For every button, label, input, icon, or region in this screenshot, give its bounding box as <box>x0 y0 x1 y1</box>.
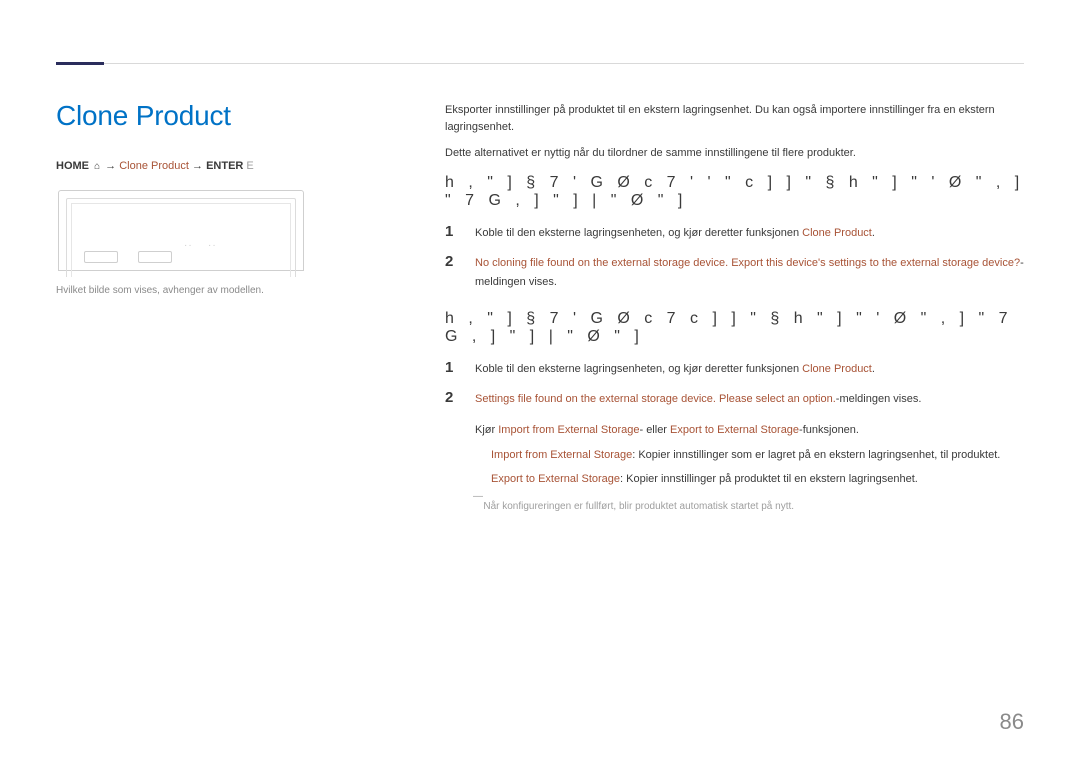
breadcrumb-clone: Clone Product <box>119 160 189 172</box>
page-number: 86 <box>1000 709 1024 735</box>
step-number: 2 <box>445 390 475 407</box>
step-number: 2 <box>445 254 475 271</box>
export-link: Export to External Storage <box>670 424 799 436</box>
intro-2: Dette alternativet er nyttig når du tilo… <box>445 145 1024 162</box>
no-cloning-message: No cloning file found on the external st… <box>475 257 1020 269</box>
step-body: Koble til den eksterne lagringsenheten, … <box>475 360 875 379</box>
run-end: -funksjonen. <box>799 424 859 436</box>
export-desc: Export to External Storage: Kopier innst… <box>491 470 1024 489</box>
section-2-step-1: 1 Koble til den eksterne lagringsenheten… <box>445 360 1024 379</box>
page-title: Clone Product <box>56 100 361 132</box>
step-text: Koble til den eksterne lagringsenheten, … <box>475 227 802 239</box>
diagram-caption: Hvilket bilde som vises, avhenger av mod… <box>56 285 361 296</box>
run-line: Kjør Import from External Storage- eller… <box>475 421 1024 440</box>
settings-found-message: Settings file found on the external stor… <box>475 393 836 405</box>
import-desc: Import from External Storage: Kopier inn… <box>491 446 1024 465</box>
intro-1: Eksporter innstillinger på produktet til… <box>445 102 1024 135</box>
import-link-2: Import from External Storage <box>491 449 632 461</box>
step-end: . <box>872 227 875 239</box>
breadcrumb-arrow-1: → <box>105 160 116 172</box>
breadcrumb-e: E <box>246 160 253 172</box>
export-text: : Kopier innstillinger på produktet til … <box>620 473 918 485</box>
section-1-step-2: 2 No cloning file found on the external … <box>445 254 1024 291</box>
step-body: Settings file found on the external stor… <box>475 390 921 409</box>
left-column: Clone Product HOME ⌂ → Clone Product → E… <box>56 100 361 296</box>
step-text: Koble til den eksterne lagringsenheten, … <box>475 363 802 375</box>
run-mid: - eller <box>639 424 670 436</box>
step-number: 1 <box>445 224 475 241</box>
step-end: -meldingen vises. <box>836 393 922 405</box>
breadcrumb-home: HOME <box>56 160 89 172</box>
section-2-step-2: 2 Settings file found on the external st… <box>445 390 1024 409</box>
run-pre: Kjør <box>475 424 498 436</box>
section-1-header: h , " ] § 7 ' G Ø c 7 ' ' " c ] ] " § h … <box>445 174 1024 210</box>
step-end: . <box>872 363 875 375</box>
import-text: : Kopier innstillinger som er lagret på … <box>632 449 1000 461</box>
header-marker <box>56 62 104 65</box>
right-column: Eksporter innstillinger på produktet til… <box>445 102 1024 515</box>
header-rule <box>104 63 1024 64</box>
clone-product-link: Clone Product <box>802 227 872 239</box>
home-icon: ⌂ <box>94 161 100 172</box>
step-body: Koble til den eksterne lagringsenheten, … <box>475 224 875 243</box>
breadcrumb-arrow-2: → <box>192 160 203 172</box>
footnote-text: Når konfigureringen er fullført, blir pr… <box>483 501 794 512</box>
clone-product-link: Clone Product <box>802 363 872 375</box>
section-2-header: h , " ] § 7 ' G Ø c 7 c ] ] " § h " ] " … <box>445 310 1024 346</box>
product-diagram: ·· ·· <box>56 188 306 273</box>
breadcrumb-enter: ENTER <box>206 160 243 172</box>
footnote: Når konfigureringen er fullført, blir pr… <box>475 495 1024 515</box>
section-1-step-1: 1 Koble til den eksterne lagringsenheten… <box>445 224 1024 243</box>
export-link-2: Export to External Storage <box>491 473 620 485</box>
step-body: No cloning file found on the external st… <box>475 254 1024 291</box>
breadcrumb: HOME ⌂ → Clone Product → ENTER E <box>56 160 361 172</box>
import-link: Import from External Storage <box>498 424 639 436</box>
step-number: 1 <box>445 360 475 377</box>
